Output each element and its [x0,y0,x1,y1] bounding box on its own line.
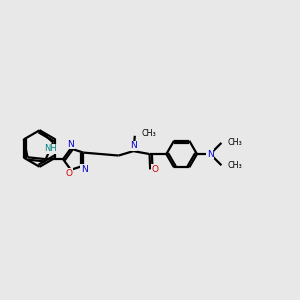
Text: N: N [207,150,214,159]
Text: N: N [81,165,88,174]
Text: CH₃: CH₃ [141,129,156,138]
Text: N: N [68,140,74,149]
Text: NH: NH [44,145,57,154]
Text: CH₃: CH₃ [228,161,243,170]
Text: CH₃: CH₃ [228,138,243,147]
Text: N: N [130,141,137,150]
Text: O: O [152,165,159,174]
Text: O: O [66,169,73,178]
